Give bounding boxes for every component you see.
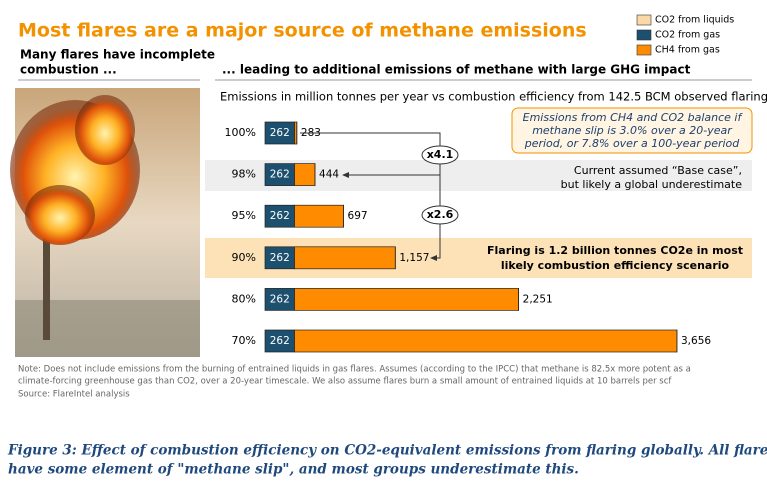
bar-segment [294, 246, 396, 270]
y-tick-label: 80% [232, 292, 256, 305]
y-tick-label: 98% [232, 168, 256, 181]
arrow-head [342, 172, 349, 178]
legend-swatch [636, 14, 652, 26]
chart-subtitle: Emissions in million tonnes per year vs … [220, 90, 767, 104]
bar-segment [294, 163, 316, 186]
flare-photo [10, 88, 200, 357]
total-label: 2,251 [523, 293, 553, 305]
note: Note: Does not include emissions from th… [18, 365, 691, 375]
y-tick-label: 95% [232, 209, 256, 222]
left-heading: Many flares have incomplete [20, 48, 215, 62]
value-label: 262 [270, 210, 290, 222]
arrow-head [430, 255, 437, 261]
y-tick-label: 90% [232, 251, 256, 264]
callout-text: Emissions from CH4 and CO2 balance if [523, 111, 744, 124]
left-heading: combustion ... [20, 63, 117, 77]
y-tick-label: 70% [232, 334, 256, 347]
value-label: 262 [270, 293, 290, 305]
legend-label: CO2 from gas [655, 30, 720, 41]
legend: CO2 from liquids CO2 from gas CH4 from gas [636, 14, 734, 56]
ratio-label: x4.1 [427, 148, 454, 161]
value-label: 262 [270, 169, 290, 181]
total-label: 444 [319, 169, 339, 181]
annotation: likely combustion efficiency scenario [501, 259, 730, 272]
bar-segment [294, 204, 344, 228]
annotation: but likely a global underestimate [561, 178, 743, 191]
ratio-badge [421, 145, 459, 165]
bar-segment [294, 288, 519, 311]
callout-box [511, 107, 753, 154]
bar-segment [294, 329, 678, 353]
y-tick-label: 100% [225, 126, 256, 139]
source: Source: FlareIntel analysis [18, 390, 130, 400]
ratio-label: x2.6 [427, 208, 454, 221]
note: climate-forcing greenhouse gas than CO2,… [18, 377, 672, 387]
value-label: 262 [270, 127, 290, 139]
caption: have some element of "methane slip", and… [8, 462, 579, 478]
total-label: 1,157 [399, 252, 429, 264]
legend-label: CO2 from liquids [655, 15, 734, 26]
legend-swatch [636, 44, 652, 56]
value-label: 262 [270, 252, 290, 264]
page-title: Most flares are a major source of methan… [18, 20, 587, 42]
ratio-badge [421, 205, 459, 225]
legend-swatch [636, 29, 652, 41]
callout-text: methane slip is 3.0% over a 20-year [532, 124, 733, 137]
total-label: 3,656 [681, 335, 711, 347]
total-label: 697 [348, 210, 368, 222]
caption: Figure 3: Effect of combustion efficienc… [7, 443, 767, 459]
annotation: Flaring is 1.2 billion tonnes CO2e in mo… [487, 244, 743, 257]
chart-title: ... leading to additional emissions of m… [222, 63, 691, 77]
annotation: Current assumed “Base case”, [574, 164, 742, 177]
value-label: 262 [270, 335, 290, 347]
callout-text: period, or 7.8% over a 100-year period [524, 137, 741, 150]
legend-label: CH4 from gas [655, 45, 720, 56]
